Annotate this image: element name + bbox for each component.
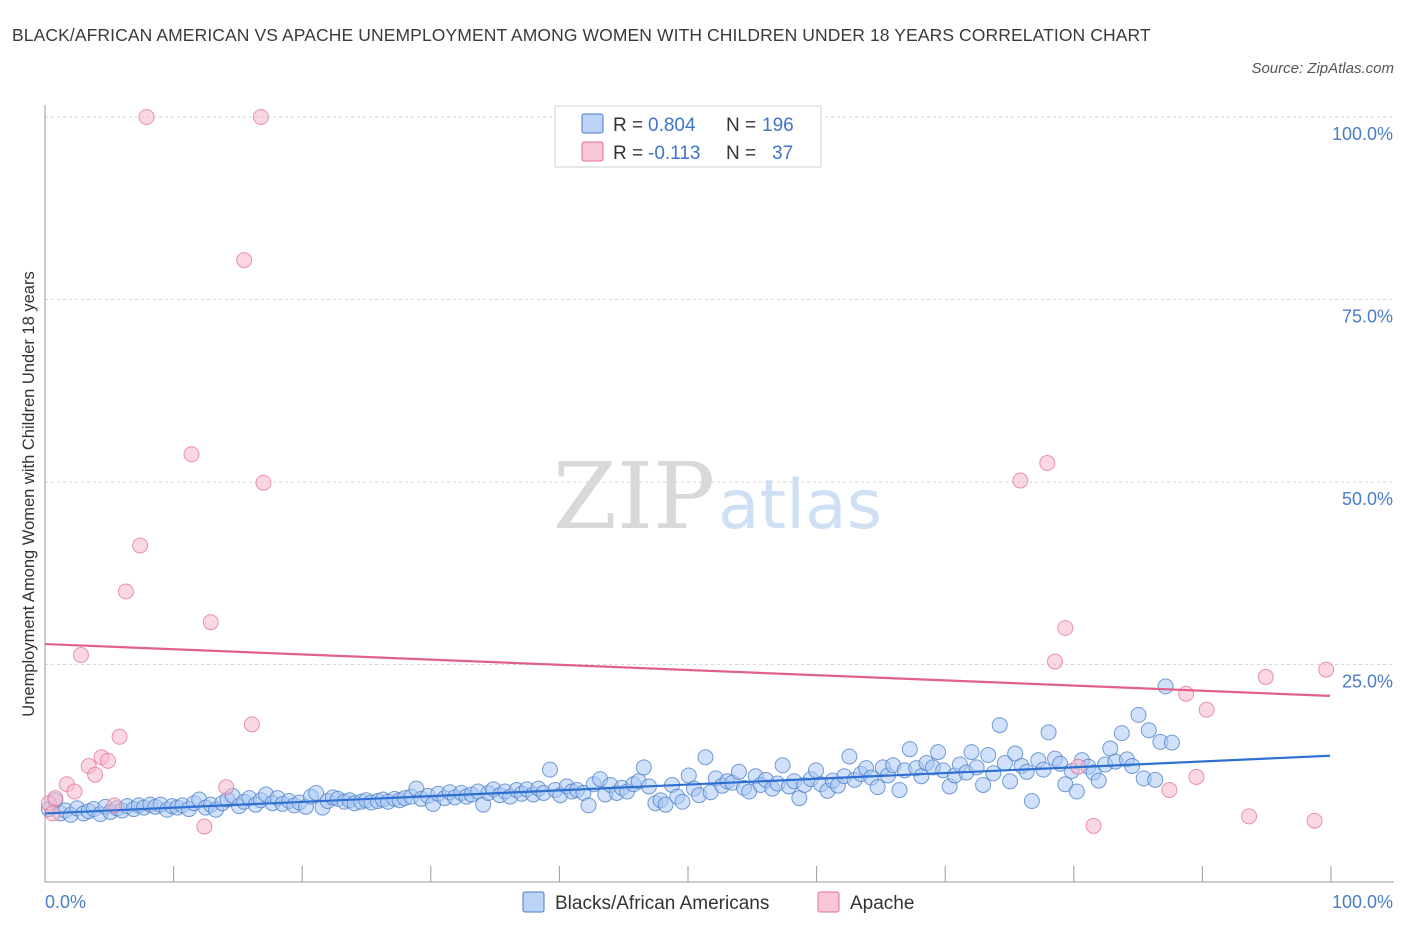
blacks-point xyxy=(1157,678,1174,695)
gridlines xyxy=(45,116,1394,665)
apache-point xyxy=(117,583,134,600)
blacks-point xyxy=(1023,793,1040,810)
apache-point xyxy=(202,614,219,631)
apache-point xyxy=(66,783,83,800)
blacks-point xyxy=(980,747,997,764)
apache-point xyxy=(138,109,155,125)
watermark-zip: ZIP xyxy=(553,443,715,550)
blacks-point xyxy=(985,765,1002,782)
blacks-point xyxy=(1147,771,1164,788)
y-tick-label-75: 75.0% xyxy=(1342,307,1393,327)
source-label: Source: ZipAtlas.com xyxy=(1251,60,1394,77)
x-tick-label-min: 0.0% xyxy=(45,892,86,912)
blacks-point xyxy=(1040,724,1057,741)
blacks-point xyxy=(635,759,652,776)
apache-point xyxy=(1306,812,1323,829)
blacks-point xyxy=(1068,783,1085,800)
bottom-legend-label-apache: Apache xyxy=(850,893,914,914)
blacks-point xyxy=(841,748,858,765)
blacks-point xyxy=(674,793,691,810)
apache-point xyxy=(1039,455,1056,472)
legend-n-value-apache: 37 xyxy=(772,143,793,164)
blacks-point xyxy=(1113,725,1130,742)
blacks-point xyxy=(580,797,597,814)
blacks-point xyxy=(542,761,559,778)
apache-point xyxy=(1178,685,1195,702)
series-blacks-points xyxy=(40,678,1180,823)
legend-r-value-apache: -0.113 xyxy=(648,143,700,164)
series-legend: Blacks/African Americans Apache xyxy=(522,891,914,914)
y-tick-labels: 100.0% 75.0% 50.0% 25.0% xyxy=(1332,124,1393,692)
legend-n-value-blacks: 196 xyxy=(762,115,794,136)
blacks-point xyxy=(730,763,747,780)
y-tick-label-50: 50.0% xyxy=(1342,489,1393,509)
apache-point xyxy=(236,252,253,269)
apache-point xyxy=(252,109,269,125)
apache-point xyxy=(1085,817,1102,834)
blacks-point xyxy=(1057,776,1074,793)
watermark-atlas: atlas xyxy=(718,466,882,545)
legend-swatch-blacks xyxy=(581,113,604,134)
legend-r-label-blacks: R = xyxy=(613,115,643,136)
apache-point xyxy=(1241,808,1258,825)
apache-point xyxy=(1318,661,1335,678)
correlation-legend: R = 0.804 N = 196 R = -0.113 N = 37 xyxy=(554,105,822,168)
blacks-point xyxy=(901,741,918,758)
y-tick-label-25: 25.0% xyxy=(1342,672,1393,692)
blacks-point xyxy=(1018,763,1035,780)
legend-n-label-blacks: N = xyxy=(726,115,756,136)
apache-point xyxy=(111,728,128,745)
y-tick-label-100: 100.0% xyxy=(1332,124,1393,144)
apache-point xyxy=(1161,782,1178,799)
trendline-apache xyxy=(44,642,1331,697)
blacks-point xyxy=(891,782,908,799)
blacks-point xyxy=(930,744,947,761)
blacks-point xyxy=(963,744,980,761)
blacks-point xyxy=(975,776,992,793)
bottom-legend-swatch-apache xyxy=(817,891,840,913)
legend-n-label-apache: N = xyxy=(726,143,756,164)
x-tick-label-max: 100.0% xyxy=(1332,892,1393,912)
blacks-point xyxy=(697,749,714,766)
apache-point xyxy=(1057,620,1074,636)
blacks-point xyxy=(991,717,1008,734)
blacks-point xyxy=(1163,734,1180,751)
blacks-point xyxy=(1002,773,1019,790)
apache-point xyxy=(1012,472,1029,489)
chart-title: BLACK/AFRICAN AMERICAN VS APACHE UNEMPLO… xyxy=(12,25,1151,45)
apache-point xyxy=(218,779,235,796)
blacks-point xyxy=(1124,757,1141,774)
apache-point xyxy=(99,752,116,769)
apache-point xyxy=(132,537,149,554)
apache-point xyxy=(1257,668,1274,685)
blacks-point xyxy=(1007,745,1024,762)
legend-swatch-apache xyxy=(581,141,604,162)
apache-point xyxy=(1198,701,1215,718)
legend-r-label-apache: R = xyxy=(613,143,643,164)
legend-r-value-blacks: 0.804 xyxy=(648,115,696,136)
apache-point xyxy=(1188,768,1205,785)
series-apache-points xyxy=(40,109,1335,835)
blacks-point xyxy=(1090,772,1107,789)
apache-point xyxy=(72,647,89,664)
bottom-legend-swatch-blacks xyxy=(522,891,545,913)
apache-point xyxy=(1047,653,1064,670)
apache-point xyxy=(255,474,272,491)
blacks-point xyxy=(808,762,824,779)
x-axis-ticks xyxy=(44,866,1332,882)
apache-point xyxy=(87,766,104,783)
blacks-point xyxy=(1140,722,1157,739)
apache-point xyxy=(183,446,200,463)
bottom-legend-label-blacks: Blacks/African Americans xyxy=(555,893,769,914)
trendline-blacks xyxy=(44,754,1331,815)
blacks-point xyxy=(1130,706,1147,723)
apache-point xyxy=(243,716,260,733)
blacks-point xyxy=(869,779,886,796)
apache-point xyxy=(196,818,213,835)
y-axis-label: Unemployment Among Women with Children U… xyxy=(20,271,38,716)
blacks-point xyxy=(774,757,791,774)
apache-point xyxy=(47,790,64,807)
blacks-point xyxy=(657,796,674,813)
